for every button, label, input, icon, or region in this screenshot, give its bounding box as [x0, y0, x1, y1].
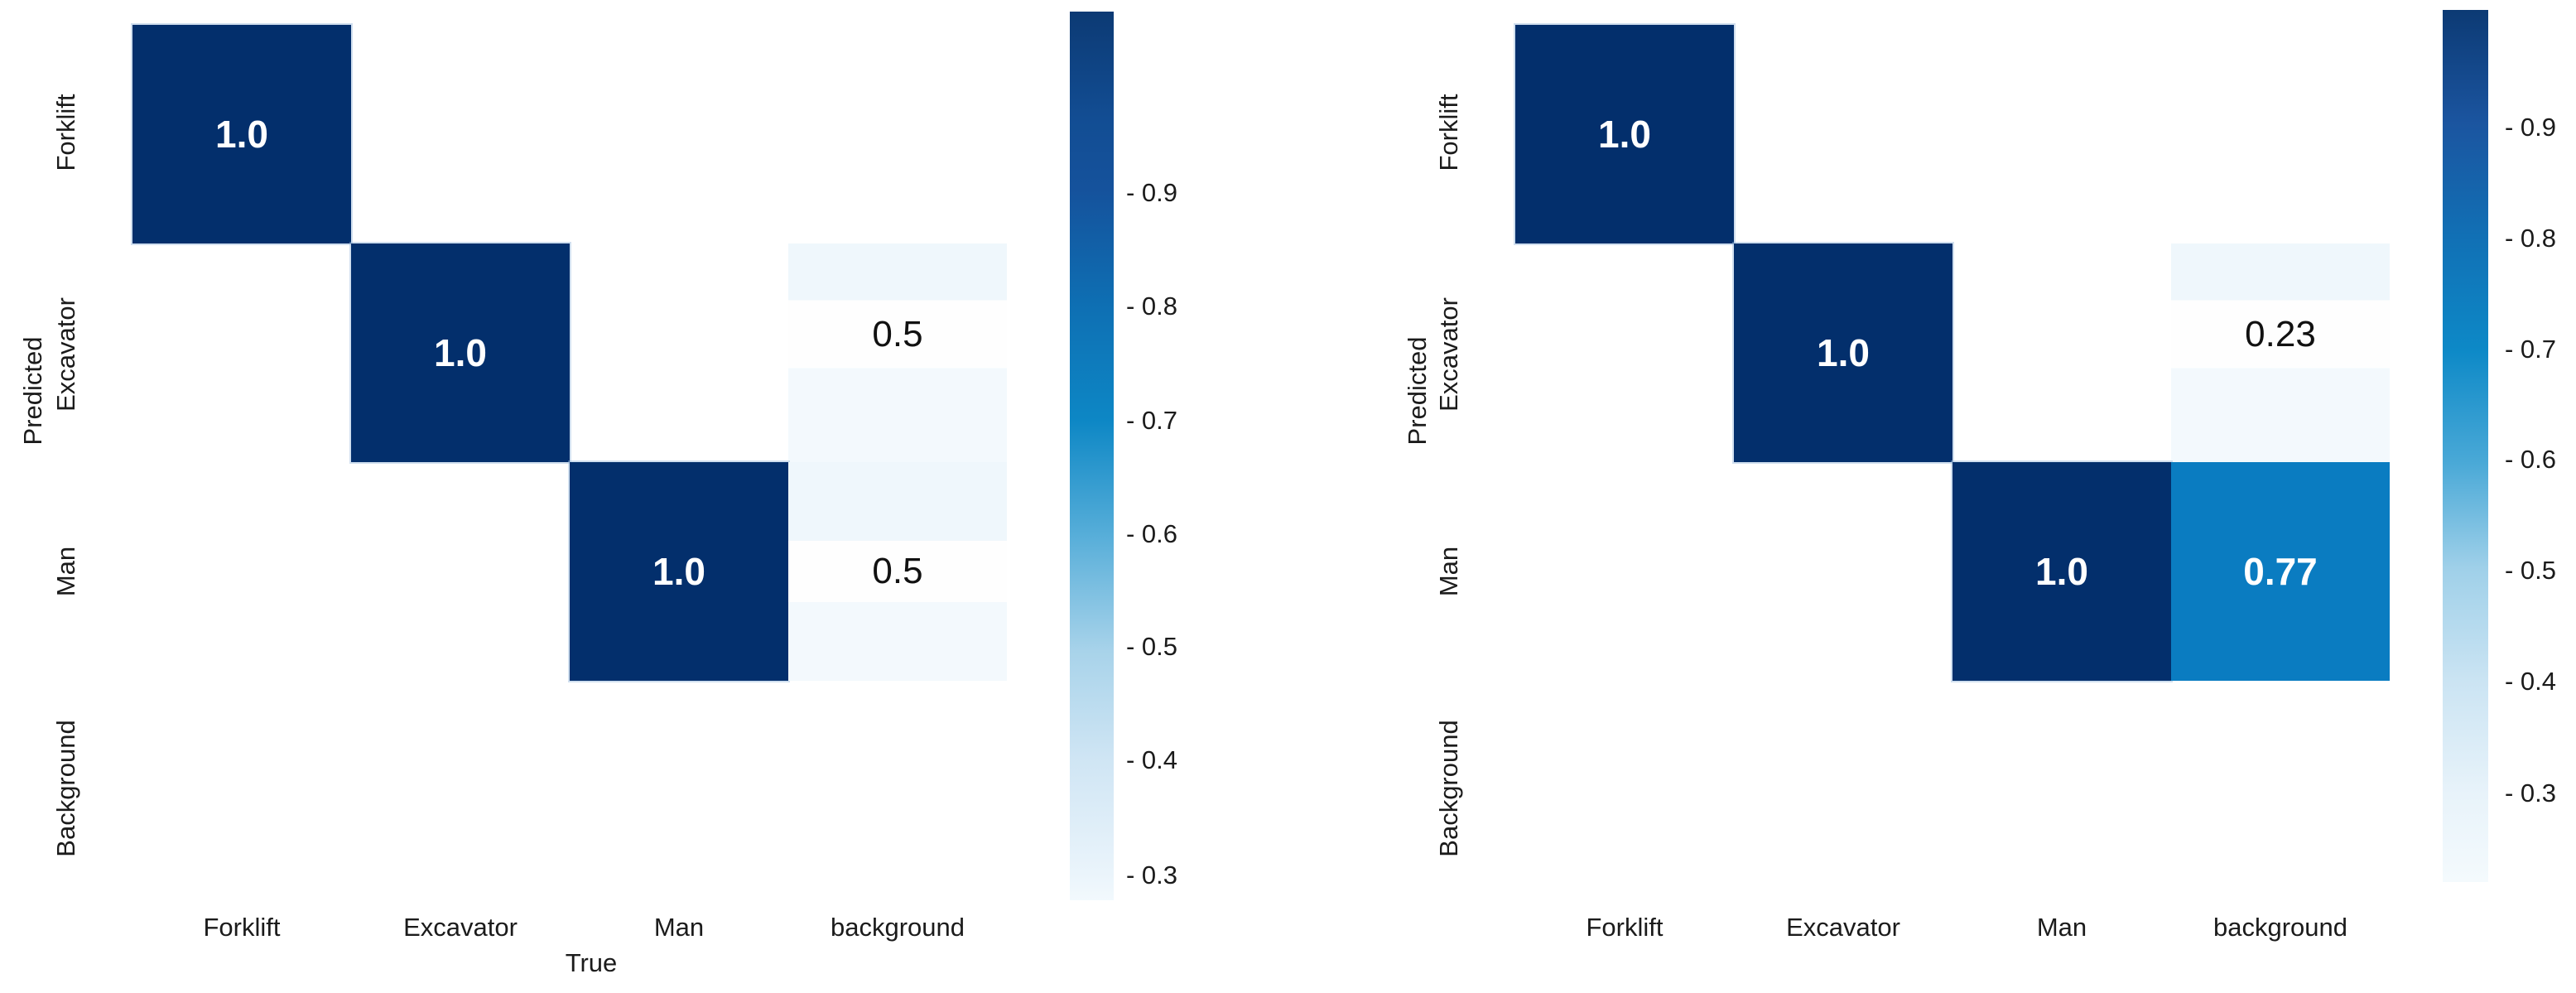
- left-x-tick-background: background: [830, 913, 965, 942]
- right-y-tick-background: Background: [1434, 720, 1463, 857]
- left-x-axis-title: True: [565, 948, 618, 977]
- left-colorbar: [1070, 12, 1114, 900]
- right-y-axis-title: Predicted: [1403, 336, 1432, 446]
- right-colorbar-tick: - 0.9: [2505, 113, 2557, 142]
- right-colorbar-tick: - 0.7: [2505, 335, 2557, 364]
- right-colorbar-tick: - 0.6: [2505, 445, 2557, 474]
- heatmap-cell-excavator-background: 0.23: [2171, 243, 2390, 462]
- right-colorbar-tick: - 0.8: [2505, 224, 2557, 253]
- cell-value: 1.0: [1817, 331, 1870, 374]
- heatmap-cell-man-man: 1.0: [1952, 462, 2171, 681]
- right-y-tick-excavator: Excavator: [1434, 297, 1463, 412]
- right-x-tick-forklift: Forklift: [1586, 913, 1664, 942]
- left-x-tick-excavator: Excavator: [403, 913, 518, 942]
- cell-value: 0.5: [872, 313, 923, 354]
- heatmap-cell-forklift-forklift: 1.0: [132, 25, 351, 243]
- right-x-tick-man: Man: [2036, 913, 2087, 942]
- left-colorbar-tick: - 0.8: [1126, 292, 1178, 321]
- left-colorbar-tick: - 0.7: [1126, 406, 1178, 435]
- heatmap-cell-man-background: 0.77: [2171, 462, 2390, 681]
- left-colorbar-tick: - 0.9: [1126, 178, 1178, 207]
- left-colorbar-tick: - 0.3: [1126, 860, 1178, 889]
- right-y-tick-man: Man: [1434, 546, 1463, 597]
- heatmap-cell-forklift-forklift: 1.0: [1515, 25, 1734, 243]
- heatmap-cell-man-man: 1.0: [570, 462, 788, 681]
- cell-value: 1.0: [652, 550, 705, 593]
- cell-value: 1.0: [215, 113, 268, 156]
- cell-value: 0.77: [2243, 550, 2318, 593]
- left-x-tick-forklift: Forklift: [203, 913, 281, 942]
- cell-value: 1.0: [434, 331, 487, 374]
- left-colorbar-tick: - 0.4: [1126, 745, 1178, 774]
- right-colorbar-tick: - 0.5: [2505, 556, 2557, 585]
- heatmap-cell-man-background: 0.5: [788, 462, 1007, 681]
- right-colorbar-tick: - 0.3: [2505, 778, 2557, 807]
- cell-value: 1.0: [2035, 550, 2088, 593]
- right-x-tick-excavator: Excavator: [1786, 913, 1900, 942]
- right-y-tick-forklift: Forklift: [1434, 94, 1463, 171]
- right-colorbar: [2443, 10, 2488, 882]
- left-colorbar-tick: - 0.6: [1126, 519, 1178, 548]
- heatmap-cell-excavator-excavator: 1.0: [1734, 243, 1952, 462]
- right-colorbar-tick: - 0.4: [2505, 667, 2557, 696]
- cell-value: 1.0: [1598, 113, 1651, 156]
- right-x-tick-background: background: [2212, 913, 2348, 942]
- left-x-tick-man: Man: [653, 913, 705, 942]
- heatmap-cell-excavator-excavator: 1.0: [351, 243, 570, 462]
- cell-value: 0.23: [2245, 313, 2316, 354]
- left-colorbar-tick: - 0.5: [1126, 632, 1178, 661]
- cell-value: 0.5: [872, 551, 923, 591]
- heatmap-cell-excavator-background: 0.5: [788, 243, 1007, 462]
